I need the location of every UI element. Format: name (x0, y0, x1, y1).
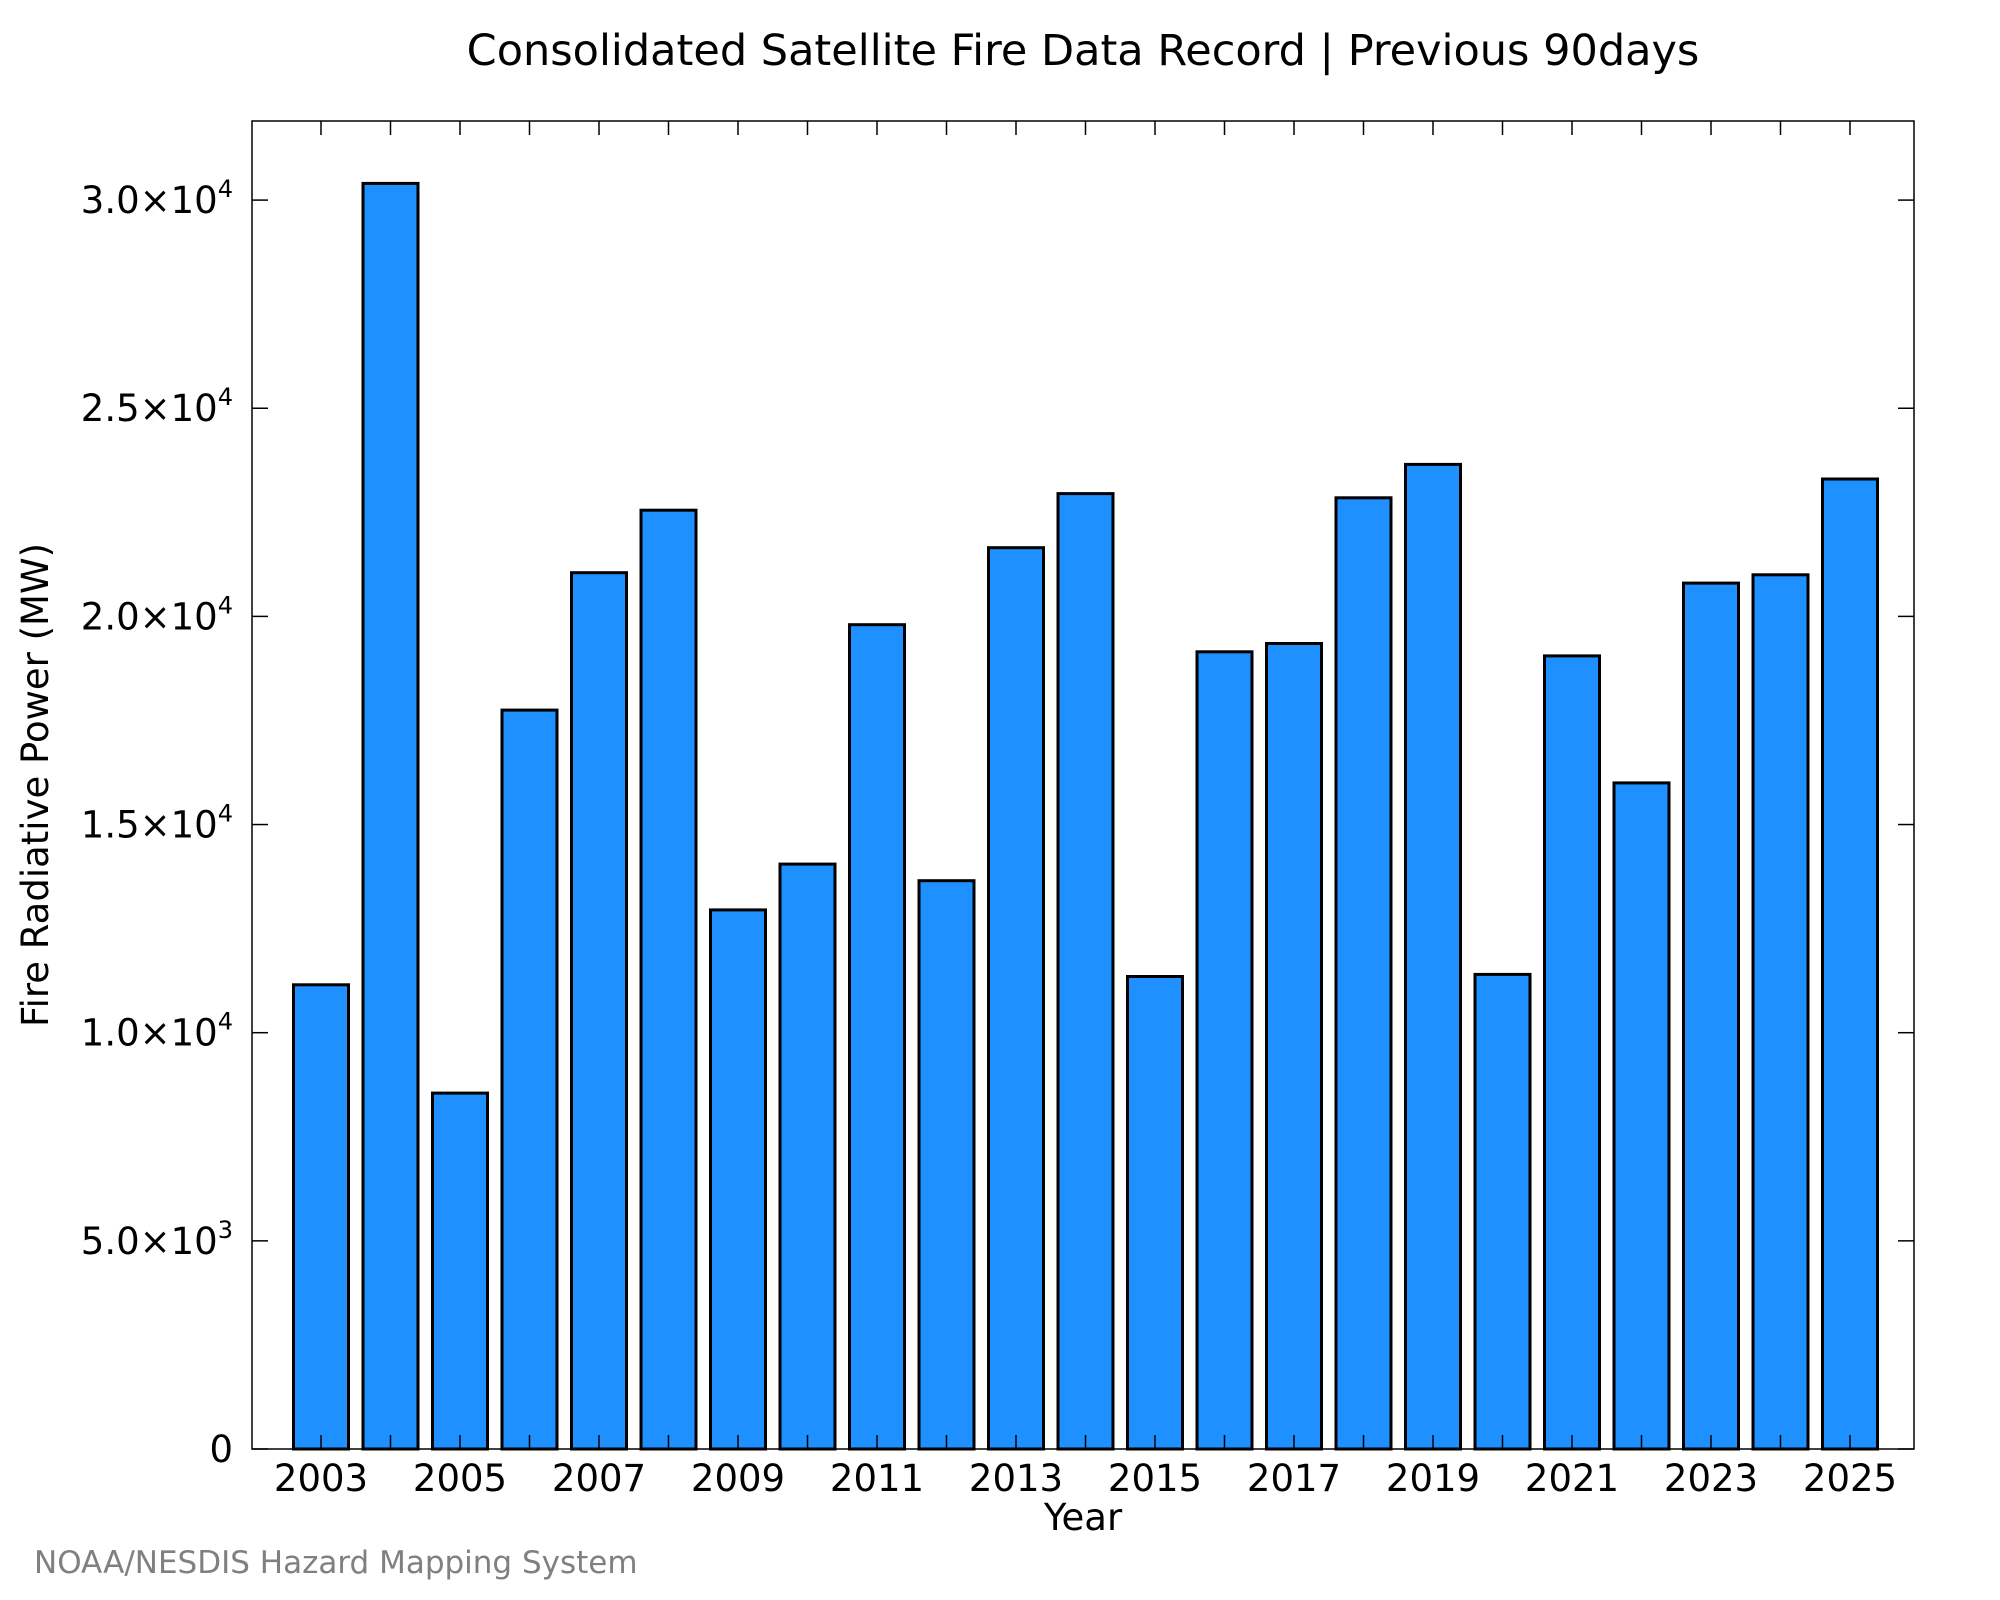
bar-2018 (1334, 496, 1393, 1451)
bar-2005 (431, 1091, 489, 1451)
x-tick-label: 2017 (1247, 1457, 1341, 1500)
bars-group (292, 181, 1879, 1451)
x-tick-label: 2005 (413, 1457, 507, 1500)
bar-2023 (1682, 581, 1740, 1451)
bar-2020 (1473, 972, 1532, 1451)
x-tick-label: 2003 (274, 1457, 368, 1500)
bar-2014 (1056, 492, 1115, 1451)
y-tick-label: 0 (209, 1428, 233, 1471)
plot-frame (251, 120, 1915, 1450)
y-tick-label: 2.0×104 (81, 591, 233, 638)
x-tick-label: 2013 (969, 1457, 1063, 1500)
y-tick-group: 0 5.0×103 1.0×104 1.5×104 2.0×104 2.5×104 3.0×… (81, 175, 1914, 1471)
x-tick-label: 2021 (1525, 1457, 1619, 1500)
x-tick-label: 2009 (691, 1457, 785, 1500)
bar-2013 (987, 546, 1045, 1451)
bar-2007 (570, 571, 628, 1451)
y-tick-label: 3.0×104 (81, 175, 233, 222)
bar-2009 (709, 908, 767, 1451)
bar-2024 (1751, 573, 1810, 1451)
bar-2006 (500, 708, 559, 1451)
y-tick-label: 1.0×104 (81, 1008, 233, 1055)
bar-2012 (917, 879, 976, 1451)
bar-2025 (1821, 477, 1879, 1451)
x-tick-label: 2007 (552, 1457, 646, 1500)
bar-2003 (292, 983, 350, 1451)
chart-title: Consolidated Satellite Fire Data Record … (467, 26, 1700, 76)
y-axis-label: Fire Radiative Power (MW) (14, 543, 57, 1027)
y-tick-label: 1.5×104 (81, 800, 233, 847)
x-tick-label: 2011 (830, 1457, 924, 1500)
bar-2016 (1195, 650, 1254, 1451)
bar-2021 (1543, 654, 1601, 1451)
bar-2017 (1265, 642, 1323, 1451)
bar-2011 (848, 623, 906, 1451)
bar-2004 (361, 181, 420, 1451)
bar-2008 (639, 508, 698, 1451)
x-tick-label: 2015 (1108, 1457, 1202, 1500)
bar-2022 (1612, 781, 1671, 1451)
bar-2019 (1404, 462, 1462, 1451)
x-tick-label: 2019 (1386, 1457, 1480, 1500)
x-tick-label: 2023 (1664, 1457, 1758, 1500)
y-tick-label: 2.5×104 (81, 383, 233, 430)
x-tick-label: 2025 (1803, 1457, 1897, 1500)
credit-text: NOAA/NESDIS Hazard Mapping System (34, 1545, 638, 1581)
x-tick-group: 2003 2005 2007 2009 2011 2013 2015 2017 2019 2021… (274, 121, 1897, 1500)
bar-2015 (1126, 975, 1184, 1451)
bar-2010 (778, 862, 837, 1451)
x-axis-label: Year (1043, 1496, 1123, 1539)
y-tick-label: 5.0×103 (81, 1216, 233, 1263)
